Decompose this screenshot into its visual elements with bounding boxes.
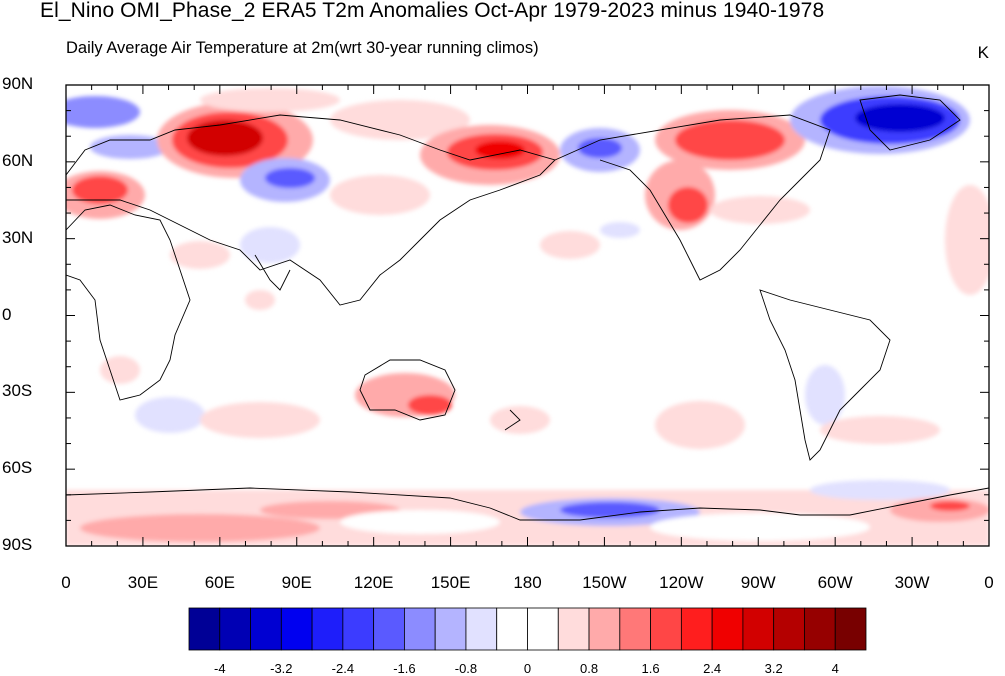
colorbar-swatch bbox=[557, 607, 590, 651]
colorbar-swatch bbox=[496, 607, 528, 651]
lon-label: 90E bbox=[281, 573, 312, 592]
lon-label: 120W bbox=[659, 573, 704, 592]
colorbar-swatch bbox=[527, 607, 559, 651]
lon-label: 30E bbox=[127, 573, 159, 592]
colorbar-swatch bbox=[804, 607, 836, 651]
colorbar-label: -1.6 bbox=[393, 661, 416, 676]
lon-label: 150E bbox=[430, 573, 471, 592]
colorbar-swatch bbox=[280, 607, 313, 651]
colorbar-swatch bbox=[619, 607, 651, 651]
lon-label: 60E bbox=[204, 573, 235, 592]
colorbar-swatch bbox=[311, 607, 344, 651]
lon-label: 30W bbox=[894, 573, 930, 592]
colorbar-swatch bbox=[742, 607, 775, 651]
lat-label: 90S bbox=[2, 535, 33, 554]
colorbar-swatch bbox=[404, 607, 436, 651]
lat-label: 60S bbox=[2, 458, 33, 478]
colorbar bbox=[188, 607, 867, 651]
colorbar-swatch bbox=[465, 607, 498, 651]
colorbar-swatch bbox=[650, 607, 682, 651]
colorbar-swatch bbox=[834, 607, 867, 651]
colorbar-label: -0.8 bbox=[454, 661, 478, 676]
coastlines bbox=[66, 94, 989, 521]
map-subtitle: Daily Average Air Temperature at 2m(wrt … bbox=[66, 39, 539, 58]
colorbar-swatch bbox=[588, 607, 621, 651]
lon-label: 180 bbox=[513, 573, 542, 592]
map-title: El_Nino OMI_Phase_2 ERA5 T2m Anomalies O… bbox=[40, 0, 825, 22]
colorbar-swatch bbox=[711, 607, 744, 651]
lon-label: 150W bbox=[582, 573, 627, 592]
colorbar-label: 2.4 bbox=[703, 661, 722, 676]
colorbar-label: 4 bbox=[831, 661, 839, 676]
axis-ticks bbox=[65, 84, 990, 547]
anomaly-shading bbox=[66, 86, 989, 546]
colorbar-swatch bbox=[342, 607, 375, 651]
colorbar-swatch bbox=[219, 607, 251, 651]
lon-label: 0 bbox=[984, 573, 994, 592]
colorbar-label: 3.2 bbox=[764, 661, 783, 676]
lon-label: 60W bbox=[817, 573, 853, 592]
lon-label: 90W bbox=[740, 573, 776, 592]
colorbar-label: 0.8 bbox=[579, 661, 599, 676]
colorbar-swatch bbox=[373, 607, 405, 651]
colorbar-swatch bbox=[434, 607, 467, 651]
lon-label: 0 bbox=[61, 573, 71, 592]
lon-label: 120E bbox=[353, 573, 394, 592]
lat-label: 90N bbox=[2, 74, 34, 93]
colorbar-swatch bbox=[680, 607, 713, 651]
subtitle-reference: (wrt 30-year running climos) bbox=[334, 39, 539, 57]
colorbar-label: -2.4 bbox=[331, 661, 355, 676]
lat-label: 0 bbox=[2, 304, 12, 324]
lat-label: 60N bbox=[2, 150, 34, 170]
colorbar-label: -3.2 bbox=[270, 661, 293, 676]
lat-label: 30S bbox=[2, 381, 33, 401]
colorbar-swatch bbox=[773, 607, 805, 651]
lat-label: 30N bbox=[2, 227, 34, 247]
units-label: K bbox=[977, 43, 989, 62]
colorbar-swatch bbox=[250, 607, 282, 651]
colorbar-label: 1.6 bbox=[641, 661, 660, 676]
colorbar-label: 0 bbox=[523, 661, 532, 676]
subtitle-variable: Daily Average Air Temperature at 2m bbox=[66, 39, 335, 57]
colorbar-swatch bbox=[188, 607, 221, 651]
colorbar-label: -4 bbox=[213, 661, 226, 676]
